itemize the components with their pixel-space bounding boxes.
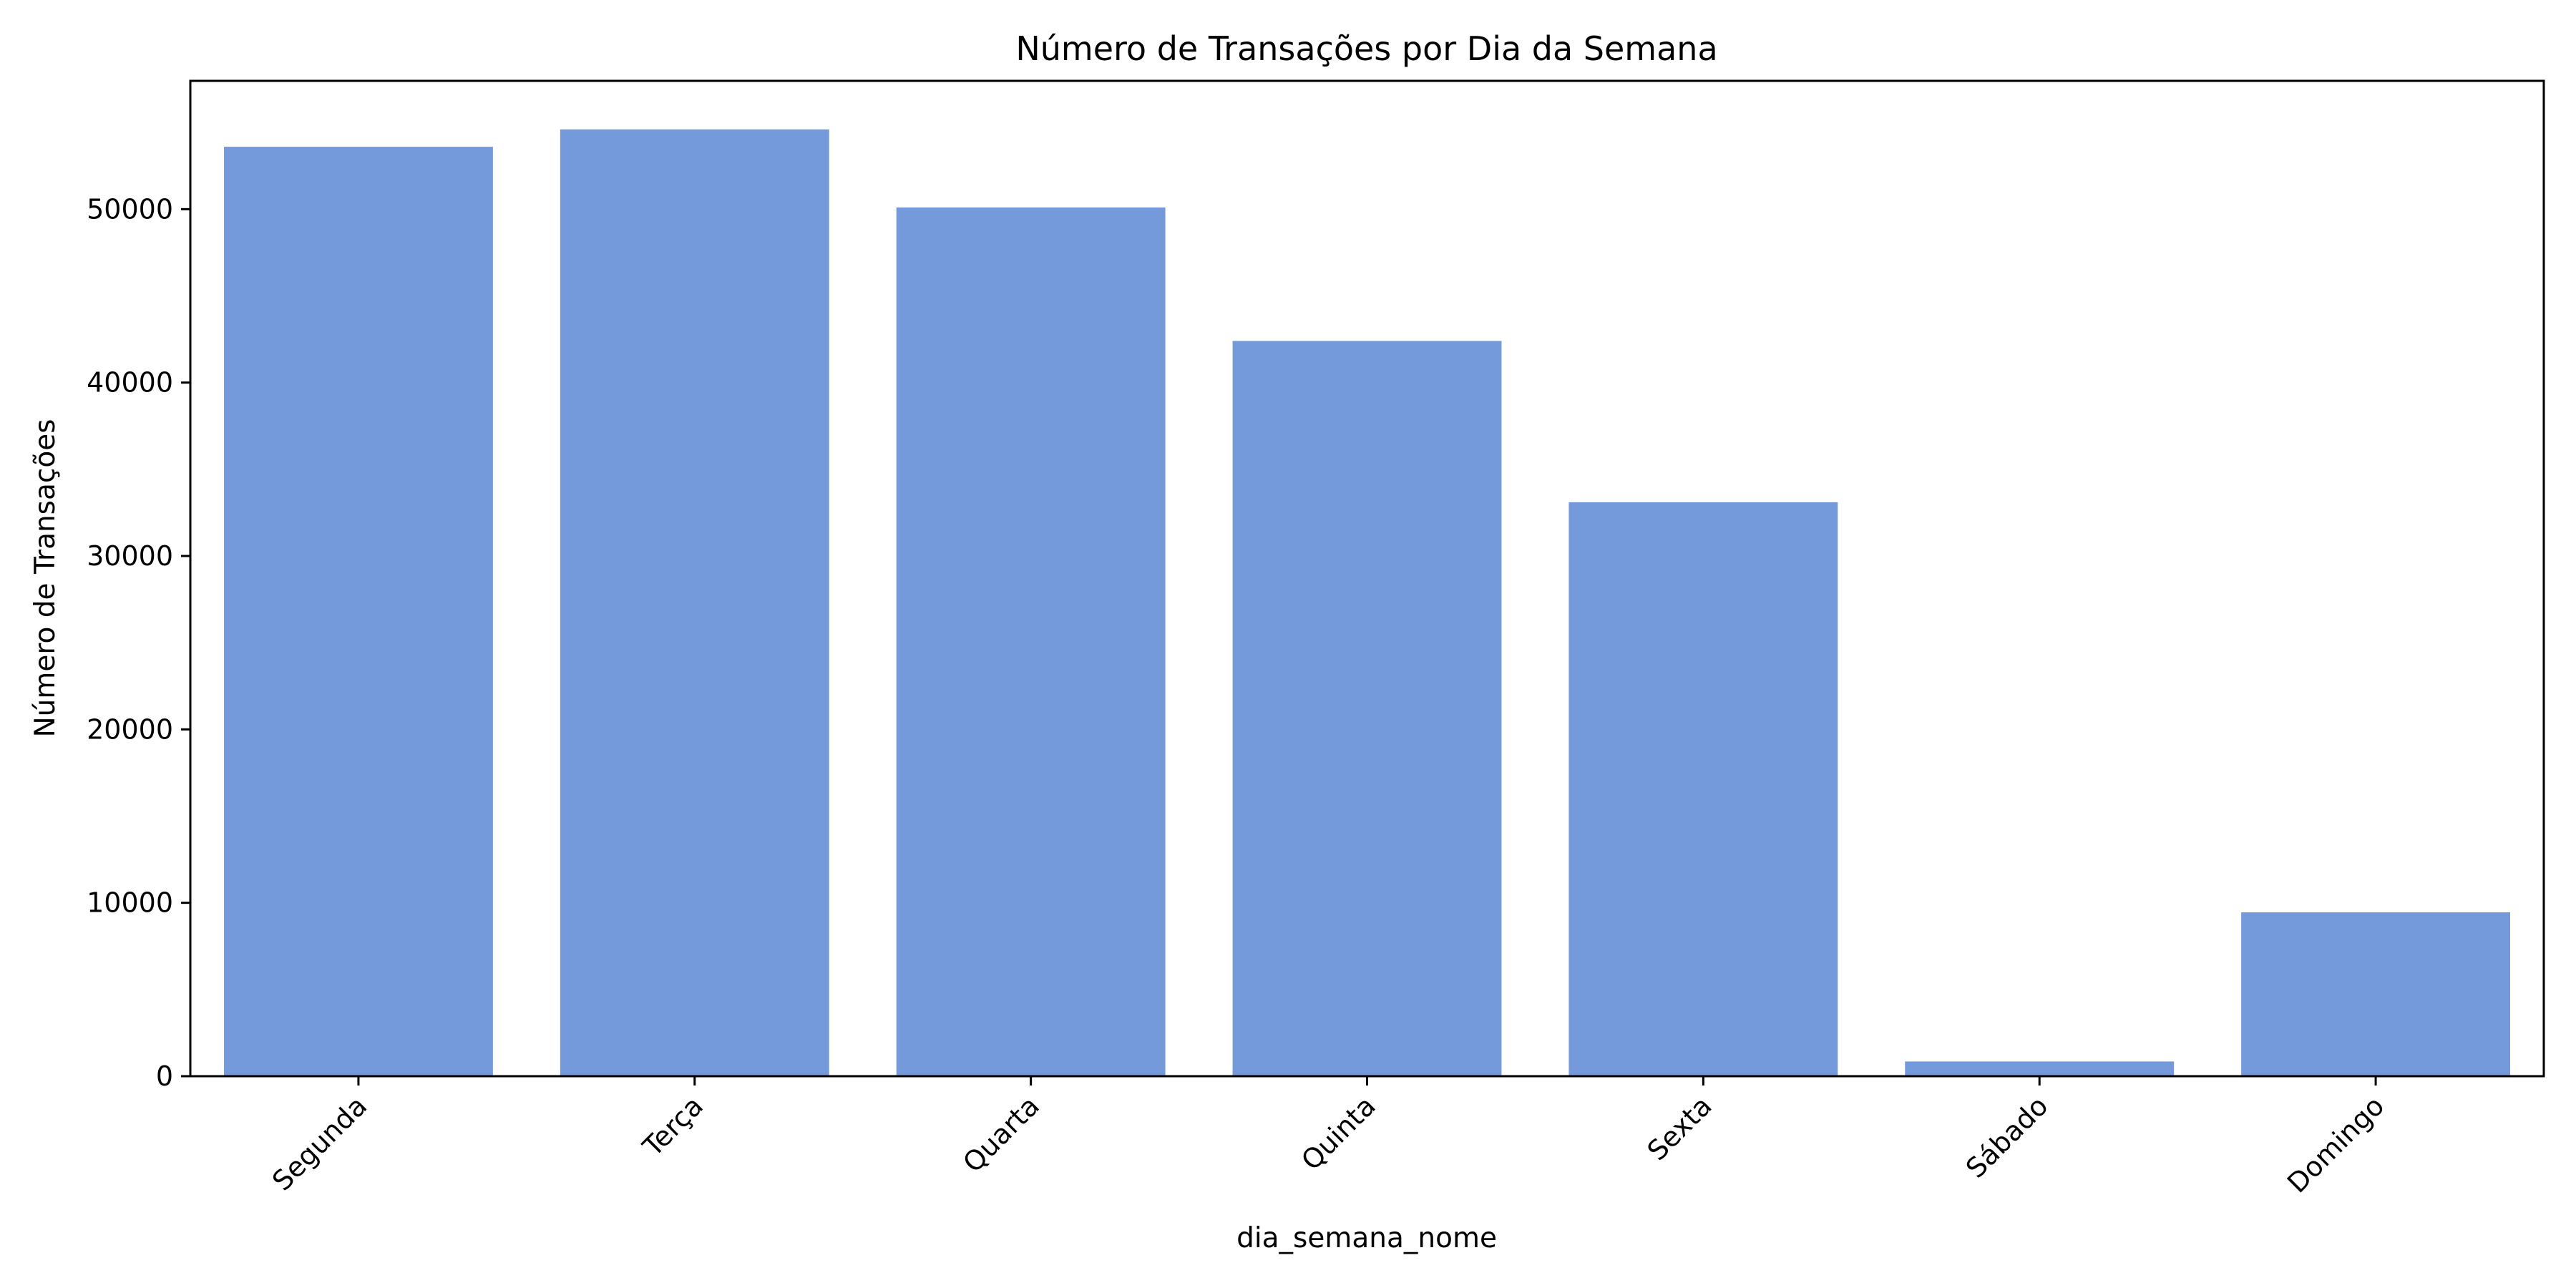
bar-terça — [560, 129, 829, 1077]
x-axis: Segunda Terça Quarta Quinta Sexta Sábado Domin… — [266, 1076, 2390, 1199]
x-tick-label-quinta: Quinta — [1295, 1090, 1382, 1176]
bar-sábado — [1905, 1061, 2175, 1076]
bar-sexta — [1568, 502, 1838, 1076]
y-tick-label: 50000 — [87, 193, 173, 225]
y-tick-label: 0 — [156, 1060, 173, 1092]
x-axis-label: dia_semana_nome — [1236, 1222, 1497, 1254]
x-tick-label-domingo: Domingo — [2281, 1090, 2390, 1199]
y-axis: 0 10000 20000 30000 40000 50000 — [87, 193, 190, 1092]
x-tick-label-sexta: Sexta — [1641, 1090, 1718, 1166]
x-tick-label-terça: Terça — [636, 1090, 709, 1163]
y-tick-label: 30000 — [87, 540, 173, 572]
bar-domingo — [2241, 912, 2511, 1076]
bar-segunda — [223, 147, 493, 1076]
bar-quarta — [896, 207, 1166, 1076]
x-tick-label-segunda: Segunda — [266, 1090, 373, 1196]
y-tick-label: 10000 — [87, 887, 173, 919]
bars-group — [223, 129, 2511, 1077]
y-tick-label: 40000 — [87, 367, 173, 399]
bar-quinta — [1232, 341, 1502, 1077]
x-tick-label-sábado: Sábado — [1960, 1090, 2054, 1184]
x-tick-label-quarta: Quarta — [957, 1090, 1045, 1179]
chart-title: Número de Transações por Dia da Semana — [1015, 29, 1717, 68]
y-axis-label: Número de Transações — [29, 419, 62, 737]
y-tick-label: 20000 — [87, 713, 173, 745]
